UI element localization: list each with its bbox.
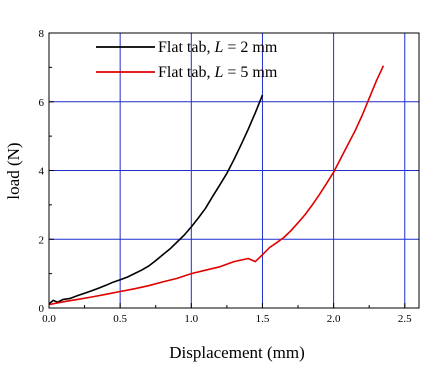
legend-label-suffix: = 2 mm xyxy=(223,39,277,56)
x-tick-label: 2.5 xyxy=(398,313,412,325)
x-tick-label: 2.0 xyxy=(327,313,341,325)
series-line-2 xyxy=(48,65,385,306)
x-tick-label: 1.5 xyxy=(256,313,270,325)
series-lines xyxy=(48,65,385,306)
y-tick-label: 0 xyxy=(39,303,45,315)
y-tick-label: 4 xyxy=(39,166,45,178)
x-tick-label: 0.5 xyxy=(113,313,127,325)
grid-lines xyxy=(49,33,419,308)
series-line-1 xyxy=(48,94,264,305)
legend-label-suffix: = 5 mm xyxy=(223,64,277,81)
legend-label-1: Flat tab, L = 2 mm xyxy=(158,39,278,56)
x-tick-label: 0.0 xyxy=(42,313,56,325)
legend-label-variable: L xyxy=(213,39,223,56)
legend-label-prefix: Flat tab, xyxy=(158,39,214,56)
legend-label-2: Flat tab, L = 5 mm xyxy=(158,64,278,81)
legend-label-variable: L xyxy=(213,64,223,81)
y-tick-label: 2 xyxy=(39,234,45,246)
y-tick-label: 8 xyxy=(39,28,45,40)
legend-label-prefix: Flat tab, xyxy=(158,64,214,81)
y-tick-label: 6 xyxy=(39,97,45,109)
x-tick-label: 1.0 xyxy=(184,313,198,325)
axis-ticks: 0.0 0.5 1.0 1.5 2.0 2.5 0 2 4 6 8 xyxy=(39,28,413,325)
y-axis-title: load (N) xyxy=(4,142,23,199)
x-axis-title: Displacement (mm) xyxy=(169,343,305,362)
